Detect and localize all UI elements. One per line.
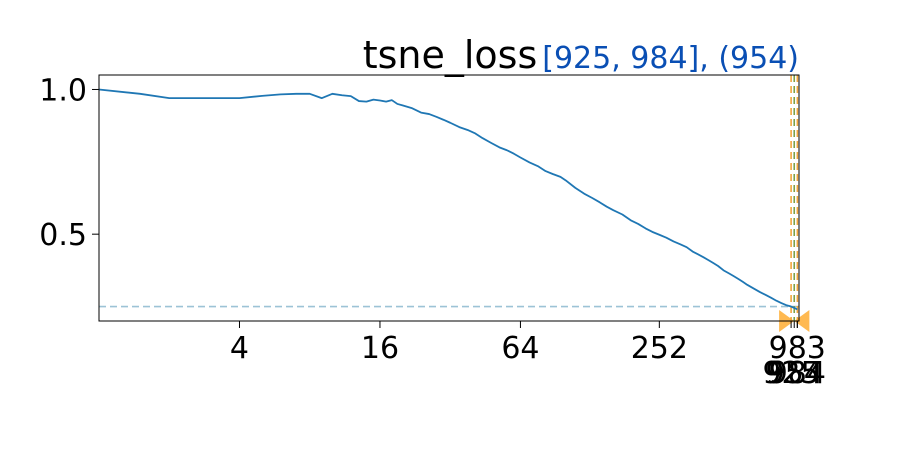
- y-axis: 0.5 1.0: [39, 73, 99, 253]
- x-tick-label: 64: [501, 331, 539, 366]
- series-line: [98, 88, 798, 311]
- y-tick-label: 0.5: [39, 218, 87, 253]
- axes-frame: [98, 74, 800, 322]
- y-tick-label: 1.0: [39, 73, 87, 108]
- x-tick-label: 983: [769, 331, 826, 366]
- plot-area: [98, 75, 810, 332]
- x-extra-tick-label: 925: [762, 356, 819, 391]
- x-extra-tick-label: 954: [766, 356, 823, 391]
- x-extra-tick-label: 984: [769, 356, 826, 391]
- x-tick-label: 16: [361, 331, 399, 366]
- x-tick-label: 252: [631, 331, 688, 366]
- range-marker-right: [794, 310, 810, 332]
- chart-title: tsne_loss: [363, 33, 538, 77]
- chart-annotation: [925, 984], (954): [542, 41, 799, 76]
- x-tick-label: 4: [230, 331, 249, 366]
